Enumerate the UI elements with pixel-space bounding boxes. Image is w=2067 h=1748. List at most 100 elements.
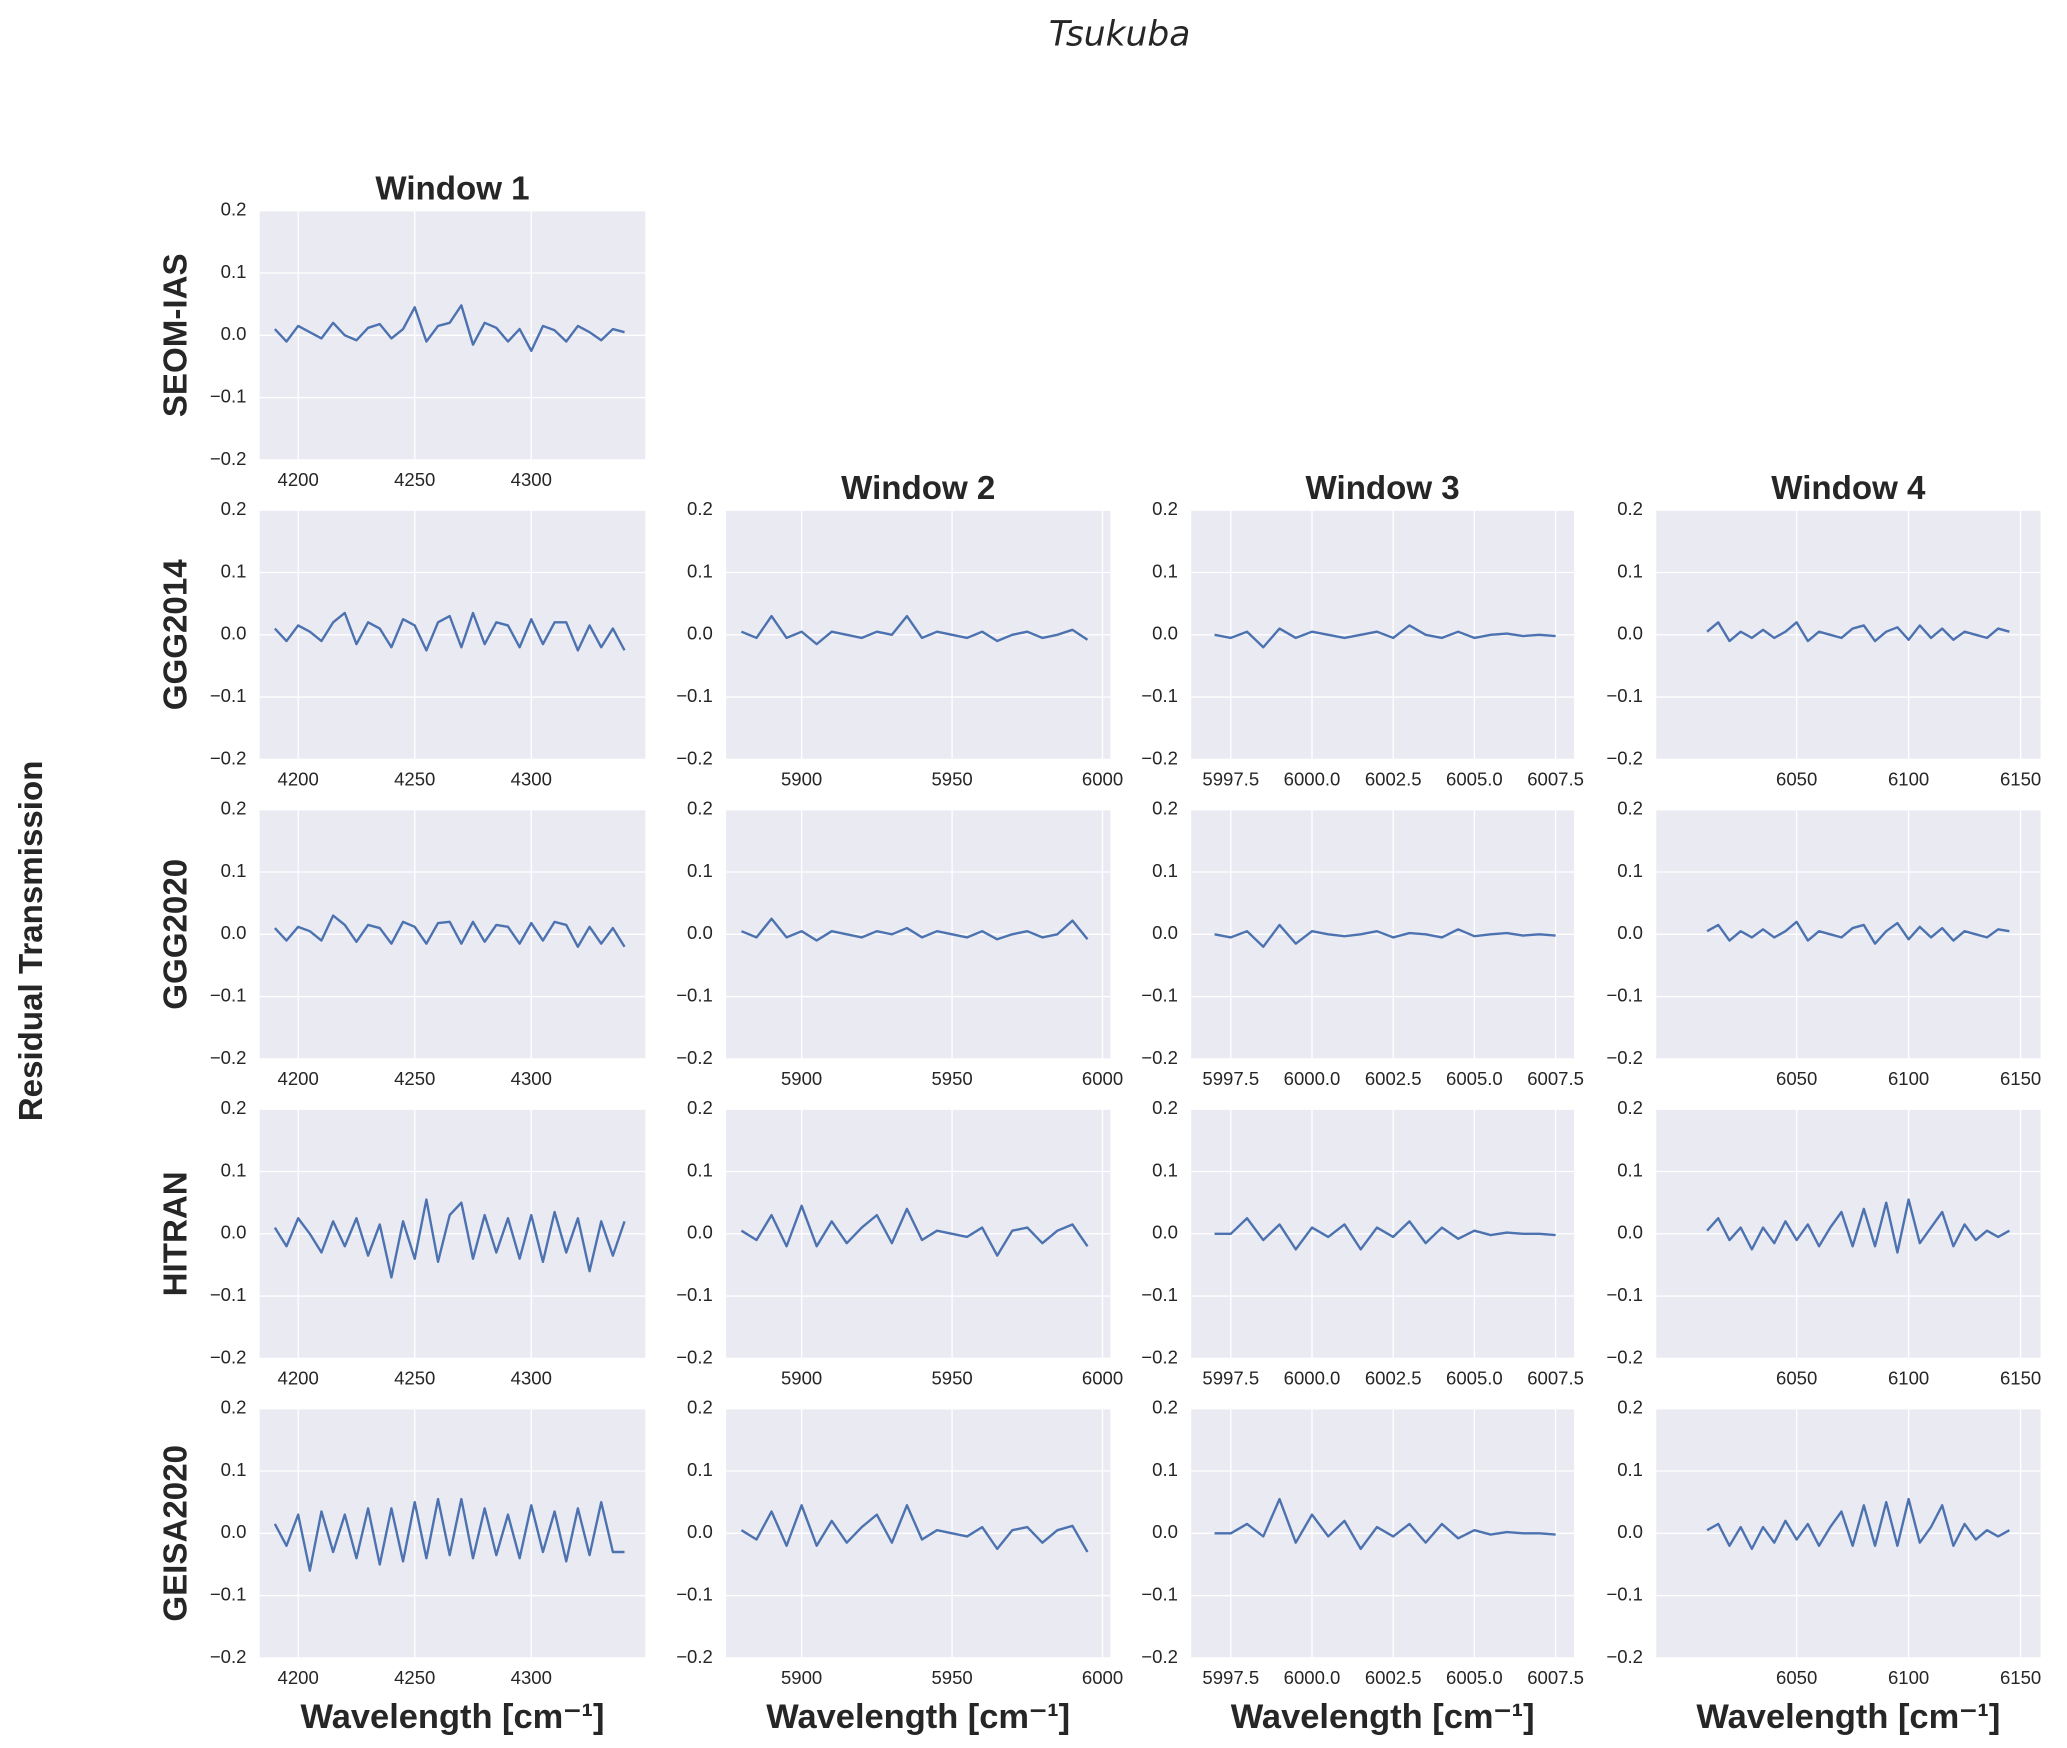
y-tick-label: −0.2 [676, 1346, 713, 1367]
x-tick-label: 6002.5 [1365, 1367, 1422, 1388]
panel-title: Window 3 [1306, 470, 1460, 507]
data-line [273, 1198, 626, 1279]
panel: −0.2 −0.1 0.0 0.1 0.2 5900 5950 6000 [676, 798, 1123, 1089]
x-axis-label: Wavelength [cm⁻¹] [766, 1698, 1070, 1736]
data-line [740, 1504, 1089, 1553]
y-tick-label: −0.1 [676, 685, 713, 706]
row-label: HITRAN [157, 1171, 194, 1296]
x-tick-label: 4250 [394, 1367, 435, 1388]
x-tick-label: 6000 [1082, 1068, 1123, 1089]
x-tick-label: 6150 [2000, 1367, 2041, 1388]
x-tick-label: 6050 [1776, 1367, 1817, 1388]
panel: −0.2 −0.1 0.0 0.1 0.2 6050 6100 6150 Window 4 [1606, 470, 2041, 789]
y-tick-label: 0.0 [221, 623, 247, 644]
data-line [740, 1204, 1089, 1257]
x-tick-label: 4300 [511, 1068, 552, 1089]
panel: −0.2 −0.1 0.0 0.1 0.2 4200 4250 4300 HITRAN [157, 1097, 646, 1388]
y-tick-label: 0.1 [221, 1459, 247, 1480]
x-tick-label: 4200 [278, 1068, 319, 1089]
x-tick-label: 6150 [2000, 1667, 2041, 1688]
data-line [1706, 1497, 2010, 1551]
y-tick-label: −0.2 [210, 1646, 247, 1667]
x-tick-label: 6100 [1888, 1667, 1929, 1688]
x-tick-label: 6005.0 [1446, 1667, 1503, 1688]
x-tick-label: 6002.5 [1365, 768, 1422, 789]
y-tick-label: 0.1 [221, 860, 247, 881]
y-tick-label: 0.0 [1152, 1222, 1178, 1243]
x-tick-label: 5900 [781, 1367, 822, 1388]
x-tick-label: 6002.5 [1365, 1068, 1422, 1089]
panel-title: Window 2 [841, 470, 995, 507]
x-tick-label: 6007.5 [1527, 768, 1584, 789]
x-tick-label: 6100 [1888, 1367, 1929, 1388]
data-line [740, 614, 1089, 646]
panel: −0.2 −0.1 0.0 0.1 0.2 4200 4250 4300 GGG2020 [157, 798, 646, 1089]
y-tick-label: −0.1 [1606, 1284, 1643, 1305]
y-tick-label: −0.1 [1606, 1584, 1643, 1605]
x-tick-label: 6000 [1082, 1367, 1123, 1388]
y-tick-label: 0.1 [1617, 560, 1643, 581]
y-tick-label: −0.2 [676, 747, 713, 768]
x-tick-label: 6007.5 [1527, 1667, 1584, 1688]
panel-title: Window 4 [1771, 470, 1926, 507]
y-tick-label: 0.0 [1617, 922, 1643, 943]
y-tick-label: 0.1 [1617, 1459, 1643, 1480]
y-tick-label: −0.1 [210, 1284, 247, 1305]
data-line [1706, 1198, 2010, 1254]
row-label: SEOM-IAS [157, 253, 194, 417]
y-tick-label: 0.2 [1152, 1097, 1178, 1118]
y-tick-label: −0.1 [1141, 1284, 1178, 1305]
data-line [273, 611, 626, 652]
y-tick-label: 0.1 [221, 261, 247, 282]
x-tick-label: 6005.0 [1446, 1068, 1503, 1089]
panel: −0.2 −0.1 0.0 0.1 0.2 4200 4250 4300 GGG2014 [157, 498, 646, 789]
y-tick-label: −0.1 [1606, 685, 1643, 706]
row-label: GGG2020 [157, 859, 194, 1010]
y-tick-label: −0.2 [210, 1346, 247, 1367]
y-tick-label: 0.0 [687, 922, 713, 943]
x-tick-label: 5997.5 [1202, 1367, 1259, 1388]
y-tick-label: 0.0 [221, 323, 247, 344]
panel: −0.2 −0.1 0.0 0.1 0.2 4200 4250 4300 Window 1 SEO… [157, 171, 646, 490]
x-tick-label: 6050 [1776, 768, 1817, 789]
x-tick-label: 6005.0 [1446, 1367, 1503, 1388]
y-tick-label: 0.1 [687, 560, 713, 581]
y-tick-label: 0.1 [1152, 1459, 1178, 1480]
panel: −0.2 −0.1 0.0 0.1 0.2 5997.5 6000.0 6002.5 6005.… [1141, 1097, 1584, 1388]
y-tick-label: 0.1 [1617, 1159, 1643, 1180]
y-tick-label: −0.1 [676, 1284, 713, 1305]
y-tick-label: −0.2 [676, 1646, 713, 1667]
panel: −0.2 −0.1 0.0 0.1 0.2 5997.5 6000.0 6002.5 6005.… [1141, 798, 1584, 1089]
x-tick-label: 6000.0 [1284, 1068, 1341, 1089]
x-tick-label: 6100 [1888, 768, 1929, 789]
x-tick-label: 4300 [511, 1667, 552, 1688]
x-tick-label: 4250 [394, 1667, 435, 1688]
panel: −0.2 −0.1 0.0 0.1 0.2 6050 6100 6150Wavelength … [1606, 1397, 2041, 1736]
y-tick-label: −0.2 [210, 448, 247, 469]
panel: −0.2 −0.1 0.0 0.1 0.2 5900 5950 6000 [676, 1097, 1123, 1388]
x-tick-label: 4200 [278, 1667, 319, 1688]
x-tick-label: 6000 [1082, 768, 1123, 789]
y-tick-label: 0.0 [221, 922, 247, 943]
y-tick-label: −0.1 [1606, 984, 1643, 1005]
x-tick-label: 5997.5 [1202, 1068, 1259, 1089]
y-tick-label: −0.1 [676, 1584, 713, 1605]
data-line [1706, 621, 2010, 643]
x-tick-label: 6005.0 [1446, 768, 1503, 789]
y-tick-label: −0.2 [676, 1047, 713, 1068]
x-tick-label: 4300 [511, 1367, 552, 1388]
y-tick-label: 0.2 [1617, 1097, 1643, 1118]
x-tick-label: 5950 [931, 1667, 972, 1688]
x-tick-label: 4250 [394, 1068, 435, 1089]
data-line [1214, 1497, 1556, 1551]
y-tick-label: −0.2 [210, 747, 247, 768]
x-tick-label: 6000.0 [1284, 1667, 1341, 1688]
figure-title: Tsukuba [1049, 14, 1190, 54]
y-tick-label: 0.1 [221, 1159, 247, 1180]
y-tick-label: 0.1 [1617, 860, 1643, 881]
y-tick-label: −0.1 [1141, 1584, 1178, 1605]
x-tick-label: 4200 [278, 469, 319, 490]
y-tick-label: 0.2 [1617, 1397, 1643, 1418]
x-tick-label: 5900 [781, 1667, 822, 1688]
